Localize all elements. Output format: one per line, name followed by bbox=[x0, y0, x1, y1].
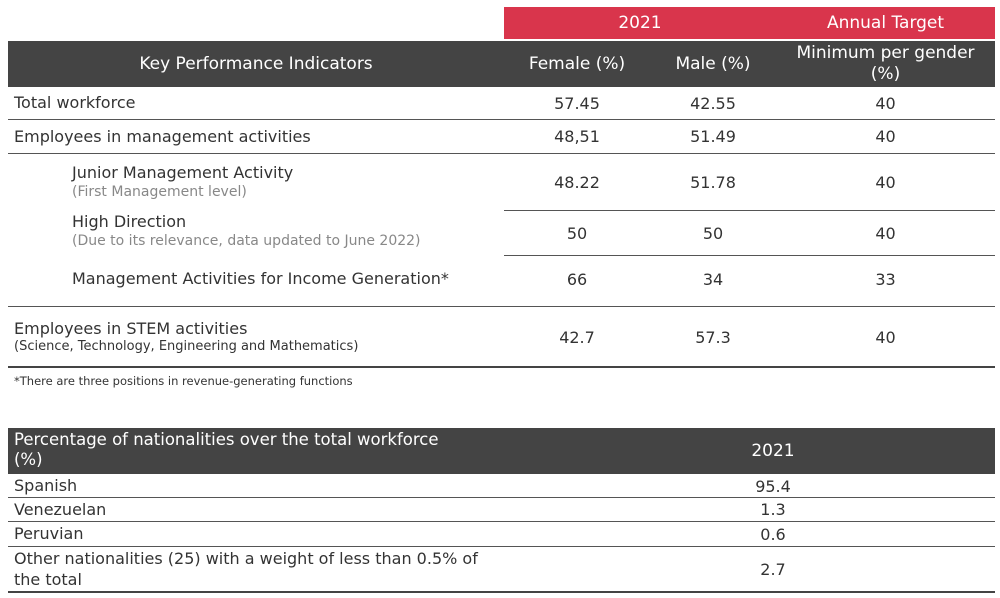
nationality-header-label: Percentage of nationalities over the tot… bbox=[14, 430, 439, 470]
male-value: 57.3 bbox=[695, 327, 731, 347]
min-header: Minimum per gender (%) bbox=[776, 41, 995, 89]
nationality-year-header: 2021 bbox=[751, 441, 795, 461]
target-value: 40 bbox=[875, 327, 896, 347]
nationality-row-label-line2: the total bbox=[14, 570, 82, 589]
target-value: 40 bbox=[875, 223, 896, 243]
female-value: 48,51 bbox=[554, 127, 600, 146]
female-header: Female (%) bbox=[528, 54, 626, 74]
male-value: 50 bbox=[702, 223, 724, 243]
row-divider bbox=[8, 153, 995, 154]
female-value: 42.7 bbox=[559, 327, 595, 347]
target-value: 33 bbox=[875, 270, 896, 289]
female-value: 50 bbox=[566, 223, 588, 243]
male-header: Male (%) bbox=[675, 54, 751, 74]
nationality-row-label: Spanish bbox=[14, 476, 78, 495]
female-value: 66 bbox=[566, 270, 588, 289]
nationality-row-label: Other nationalities (25) with a weight o… bbox=[14, 548, 478, 590]
target-header-label: Annual Target bbox=[826, 13, 945, 33]
row-divider bbox=[8, 497, 995, 498]
table-row-sublabel: (Science, Technology, Engineering and Ma… bbox=[14, 339, 359, 354]
min-header-line1: Minimum per gender bbox=[796, 43, 975, 63]
target-value: 40 bbox=[875, 172, 896, 192]
row-divider bbox=[504, 210, 995, 211]
table-bottom-rule bbox=[8, 591, 995, 593]
nationality-row-label: Venezuelan bbox=[14, 500, 107, 519]
footnote: *There are three positions in revenue-ge… bbox=[14, 374, 353, 388]
nationality-header-line1: Percentage of nationalities over the tot… bbox=[14, 430, 439, 449]
kpi-header-label: Key Performance Indicators bbox=[139, 54, 373, 74]
table-row-sublabel: (First Management level) bbox=[72, 184, 247, 200]
target-header: Annual Target bbox=[776, 7, 995, 39]
male-value: 42.55 bbox=[690, 94, 736, 113]
row-divider bbox=[8, 119, 995, 120]
table-row-label: Employees in STEM activities bbox=[14, 319, 248, 338]
kpi-header-row bbox=[8, 41, 995, 87]
table-row-label: Employees in management activities bbox=[14, 127, 311, 146]
row-divider bbox=[504, 255, 995, 256]
nationality-row-value: 2.7 bbox=[760, 560, 786, 579]
table-row-label-block: Junior Management Activity (First Manage… bbox=[72, 163, 293, 200]
nationality-row-value: 95.4 bbox=[755, 476, 791, 496]
year-header-label: 2021 bbox=[618, 13, 662, 33]
nationality-header-row bbox=[8, 428, 995, 474]
table-row-label-block: Employees in STEM activities (Science, T… bbox=[14, 319, 358, 354]
female-value: 48.22 bbox=[554, 172, 600, 192]
year-header: 2021 bbox=[504, 7, 776, 39]
min-header-line2: (%) bbox=[870, 64, 901, 84]
male-value: 34 bbox=[702, 270, 724, 289]
nationality-row-label-line1: Other nationalities (25) with a weight o… bbox=[14, 549, 478, 568]
target-value: 40 bbox=[875, 127, 896, 146]
nationality-row-value: 1.3 bbox=[760, 500, 786, 519]
female-value: 57.45 bbox=[554, 94, 600, 113]
male-value: 51.49 bbox=[690, 127, 736, 146]
table-row-label: Junior Management Activity bbox=[72, 163, 294, 182]
row-divider bbox=[8, 306, 995, 307]
row-divider bbox=[8, 546, 995, 547]
table-row-label-block: High Direction (Due to its relevance, da… bbox=[72, 212, 421, 249]
table-bottom-rule bbox=[8, 366, 995, 368]
table-row-label: Total workforce bbox=[14, 93, 136, 112]
nationality-header-line2: (%) bbox=[14, 450, 43, 469]
table-row-label: High Direction bbox=[72, 212, 187, 231]
nationality-row-value: 0.6 bbox=[760, 524, 786, 544]
table-row-label: Management Activities for Income Generat… bbox=[72, 269, 449, 288]
target-value: 40 bbox=[875, 94, 896, 113]
table-row-sublabel: (Due to its relevance, data updated to J… bbox=[72, 233, 421, 249]
row-divider bbox=[8, 521, 995, 522]
male-value: 51.78 bbox=[690, 172, 736, 192]
nationality-row-label: Peruvian bbox=[14, 524, 84, 543]
